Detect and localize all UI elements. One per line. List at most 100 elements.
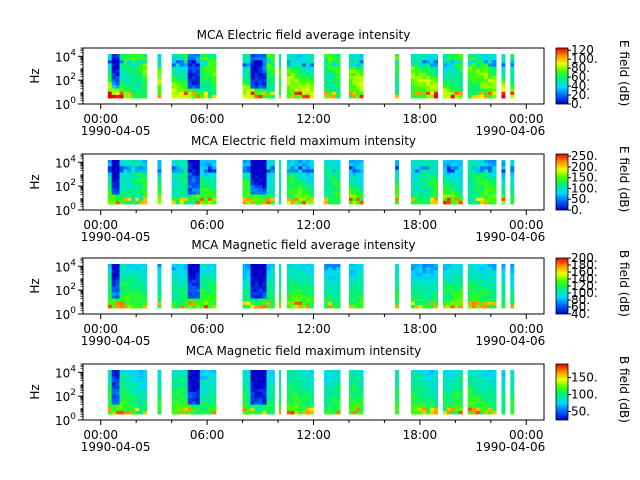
spectrogram-cell (242, 66, 247, 71)
spectrogram-cell (492, 69, 497, 74)
spectrogram-cell (483, 60, 489, 64)
spectrogram-cell (418, 279, 423, 284)
spectrogram-cell (127, 301, 132, 306)
spectrogram-cell (262, 175, 267, 180)
spectrogram-cell (207, 267, 213, 271)
spectrogram-cell (492, 370, 497, 374)
spectrogram-cell (305, 298, 311, 303)
spectrogram-cell (479, 60, 485, 64)
spectrogram-cell (411, 270, 416, 274)
spectrogram-cell (258, 298, 263, 303)
spectrogram-cell (356, 392, 360, 396)
spectrogram-cell (471, 267, 477, 271)
spectrogram-cell (356, 63, 360, 67)
spectrogram-cell (426, 304, 431, 309)
spectrogram-cell (422, 273, 427, 277)
spectrogram-cell (302, 60, 307, 64)
spectrogram-cell (290, 304, 295, 309)
spectrogram-cell (290, 273, 295, 277)
spectrogram-cell (266, 395, 271, 399)
spectrogram-cell (135, 298, 140, 303)
spectrogram-cell (290, 185, 295, 189)
spectrogram-cell (119, 66, 124, 71)
spectrogram-cell (302, 286, 307, 290)
spectrogram-cell (395, 298, 400, 303)
spectrogram-cell (258, 188, 263, 192)
spectrogram-cell (115, 379, 120, 383)
spectrogram-cell (433, 60, 439, 64)
spectrogram-cell (422, 172, 427, 177)
spectrogram-cell (258, 282, 263, 287)
spectrogram-cell (426, 175, 431, 180)
spectrogram-cell (479, 163, 485, 167)
spectrogram-cell (510, 169, 515, 173)
spectrogram-cell (278, 194, 282, 199)
spectrogram-cell (135, 79, 140, 83)
spectrogram-cell (246, 57, 251, 61)
spectrogram-cell (356, 279, 360, 284)
spectrogram-cell (418, 410, 423, 415)
spectrogram-cell (195, 82, 201, 86)
spectrogram-cell (332, 273, 337, 277)
spectrogram-cell (475, 273, 481, 277)
spectrogram-cell (242, 282, 247, 287)
spectrogram-cell (286, 292, 292, 296)
spectrogram-cell (191, 282, 197, 287)
spectrogram-cell (262, 267, 267, 271)
spectrogram-cell (479, 194, 485, 199)
spectrogram-cell (157, 282, 162, 287)
spectrogram-cell (305, 188, 311, 192)
spectrogram-cell (298, 370, 303, 374)
colorbar-tick-label: 80. (571, 61, 590, 75)
spectrogram-cell (195, 69, 201, 74)
spectrogram-cell (270, 57, 275, 61)
spectrogram-cell (467, 82, 473, 86)
spectrogram-cell (305, 282, 311, 287)
spectrogram-cell (298, 270, 303, 274)
spectrogram-cell (298, 298, 303, 303)
spectrogram-cell (171, 264, 177, 268)
y-tick-label: 100 (55, 306, 76, 322)
spectrogram-cell (332, 172, 337, 177)
colorbar-label: B field (dB) (617, 356, 631, 423)
spectrogram-cell (309, 404, 314, 409)
spectrogram-cell (336, 264, 341, 268)
spectrogram-cell (418, 60, 423, 64)
spectrogram-cell (302, 91, 307, 96)
spectrogram-cell (418, 185, 423, 189)
spectrogram-cell (123, 182, 128, 186)
spectrogram-cell (352, 197, 357, 202)
spectrogram-cell (352, 72, 357, 77)
spectrogram-cell (446, 69, 452, 74)
spectrogram-cell (426, 276, 431, 281)
spectrogram-cell (171, 301, 177, 306)
spectrogram-cell (254, 267, 259, 271)
spectrogram-cell (418, 197, 423, 202)
spectrogram-cell (467, 178, 473, 183)
spectrogram-cell (348, 160, 353, 164)
spectrogram-cell (135, 54, 140, 58)
spectrogram-cell (411, 279, 416, 284)
spectrogram-cell (258, 82, 263, 86)
spectrogram-cell (302, 289, 307, 293)
spectrogram-cell (211, 301, 217, 306)
spectrogram-cell (123, 292, 128, 296)
spectrogram-cell (426, 392, 431, 396)
spectrogram-cell (135, 376, 140, 380)
spectrogram-cell (352, 395, 357, 399)
spectrogram-cell (458, 60, 463, 64)
spectrogram-cell (242, 379, 247, 383)
spectrogram-cell (119, 57, 124, 61)
spectrogram-cell (290, 166, 295, 170)
spectrogram-cell (411, 273, 416, 277)
spectrogram-cell (332, 289, 337, 293)
spectrogram-cell (492, 76, 497, 80)
spectrogram-cell (175, 395, 181, 399)
spectrogram-cell (411, 182, 416, 186)
spectrogram-cell (258, 197, 263, 202)
spectrogram-cell (294, 385, 299, 390)
spectrogram-cell (286, 60, 292, 64)
spectrogram-cell (492, 88, 497, 93)
spectrogram-cell (411, 407, 416, 412)
spectrogram-cell (332, 388, 337, 393)
